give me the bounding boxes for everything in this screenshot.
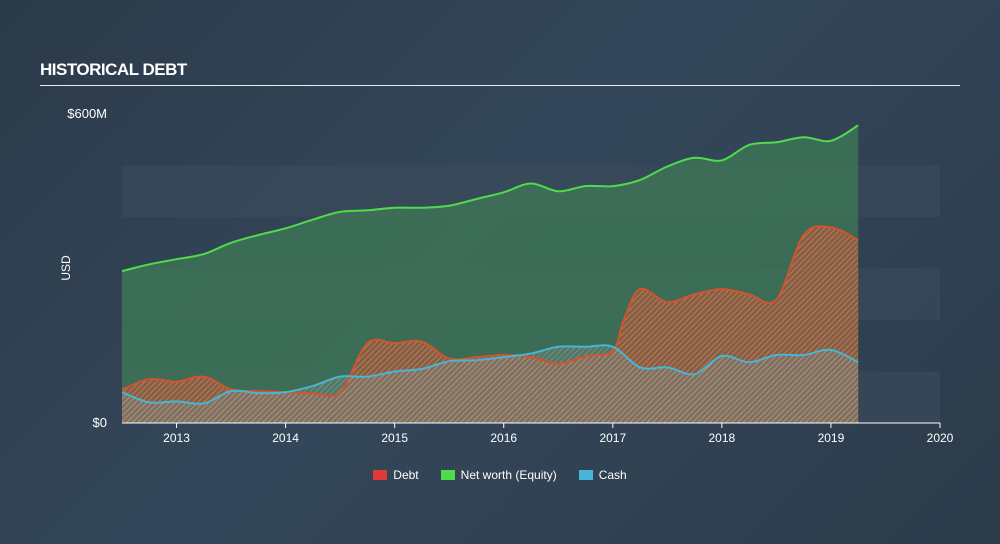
x-axis-tick-label: 2015 (381, 431, 408, 445)
x-axis-tick-label: 2013 (163, 431, 190, 445)
cash-area (122, 345, 859, 423)
legend-label-cash: Cash (598, 468, 627, 482)
debt-line (121, 225, 859, 398)
x-axis-tick-label: 2019 (818, 431, 845, 445)
x-axis-tick-label: 2018 (709, 431, 736, 445)
legend-item-equity: Net worth (Equity) (440, 468, 557, 482)
title-divider (40, 85, 960, 86)
legend-label-equity: Net worth (Equity) (460, 468, 557, 482)
x-axis-tick-label: 2014 (272, 431, 299, 445)
x-axis-tick-label: 2017 (599, 431, 626, 445)
chart-legend: Debt Net worth (Equity) Cash (0, 468, 1000, 482)
y-axis-tick-label-min: $0 (93, 415, 107, 430)
legend-swatch-debt (373, 470, 388, 480)
legend-swatch-equity (440, 470, 455, 480)
y-axis-tick-label-max: $600M (67, 106, 107, 121)
x-axis-tick-label: 2016 (490, 431, 517, 445)
legend-item-debt: Debt (373, 468, 419, 482)
y-axis-label: USD (59, 255, 73, 281)
legend-label-debt: Debt (393, 468, 419, 482)
legend-item-cash: Cash (578, 468, 627, 482)
equity-line (121, 124, 859, 273)
x-axis-tick-label: 2020 (927, 431, 954, 445)
legend-swatch-cash (578, 470, 593, 480)
cash-line (121, 344, 859, 405)
chart-title: HISTORICAL DEBT (40, 60, 187, 79)
